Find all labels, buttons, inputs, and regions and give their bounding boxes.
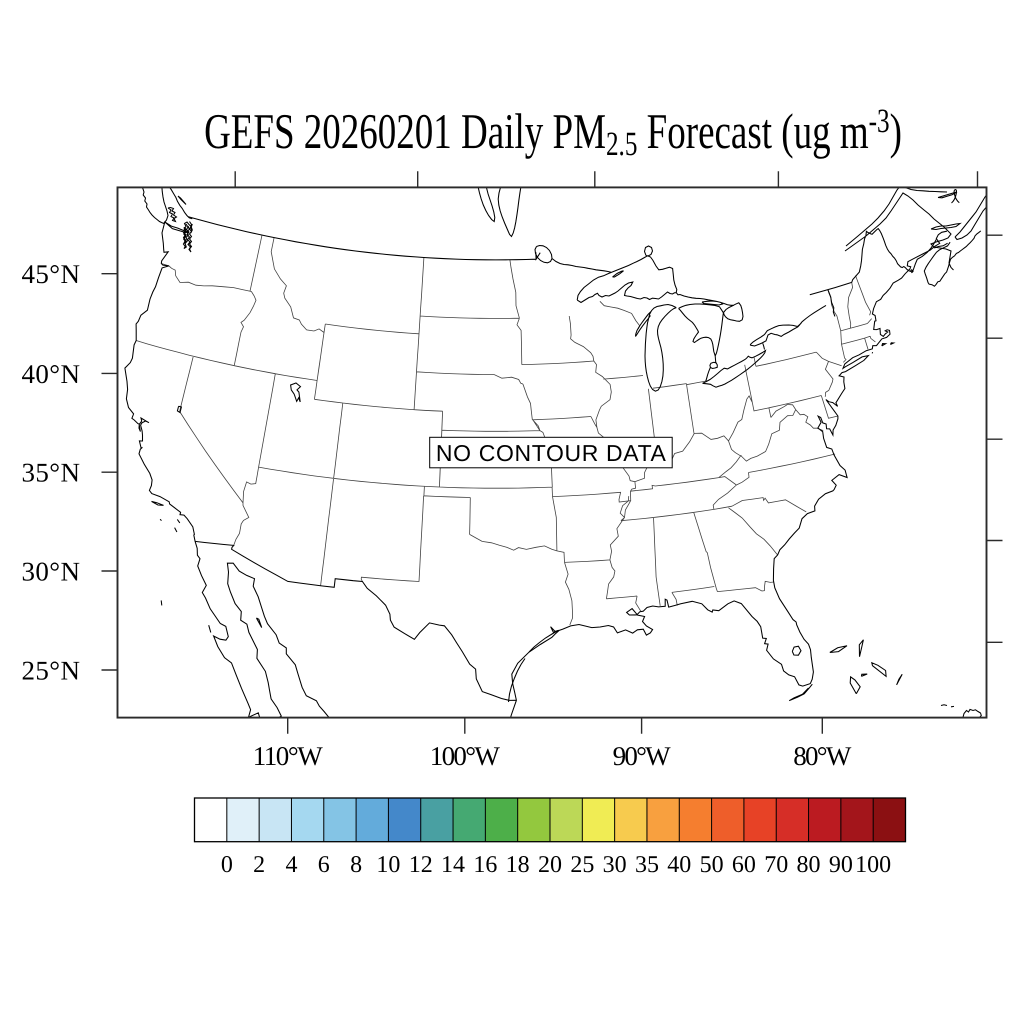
svg-text:25: 25 [570,852,594,878]
svg-text:50: 50 [700,852,724,878]
svg-text:25°N: 25°N [22,656,81,686]
svg-text:60: 60 [732,852,756,878]
svg-text:80: 80 [797,852,821,878]
svg-text:14: 14 [441,852,465,878]
svg-text:30°N: 30°N [22,557,81,587]
svg-text:30: 30 [603,852,627,878]
svg-text:35°N: 35°N [22,458,81,488]
svg-text:8: 8 [350,852,362,878]
svg-text:90°W: 90°W [613,741,672,771]
svg-text:12: 12 [409,852,433,878]
svg-text:100°W: 100°W [430,741,501,771]
svg-text:40: 40 [667,852,691,878]
svg-text:6: 6 [318,852,330,878]
svg-text:4: 4 [285,852,297,878]
svg-text:20: 20 [538,852,562,878]
svg-text:35: 35 [635,852,659,878]
svg-text:18: 18 [506,852,530,878]
svg-text:45°N: 45°N [22,259,81,289]
svg-text:80°W: 80°W [793,741,852,771]
svg-text:40°N: 40°N [22,359,81,389]
svg-text:NO CONTOUR DATA: NO CONTOUR DATA [436,440,667,466]
svg-text:2: 2 [253,852,265,878]
svg-text:10: 10 [376,852,400,878]
svg-text:GEFS 20260201 Daily PM2.5 Fore: GEFS 20260201 Daily PM2.5 Forecast (ug m… [204,103,902,163]
svg-text:0: 0 [221,852,233,878]
svg-text:16: 16 [473,852,497,878]
svg-text:110°W: 110°W [253,741,324,771]
svg-text:70: 70 [764,852,788,878]
svg-text:100: 100 [855,852,891,878]
svg-text:90: 90 [829,852,853,878]
